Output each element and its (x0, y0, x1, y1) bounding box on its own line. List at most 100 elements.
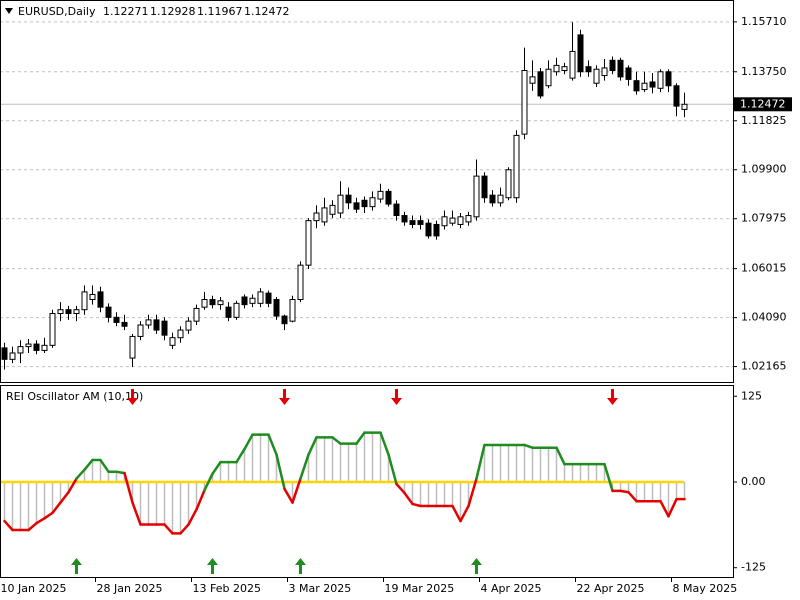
y-tick-label: 1.06015 (741, 262, 787, 275)
candle-body (241, 296, 248, 306)
sell-arrow (391, 389, 402, 405)
oscillator-line (619, 489, 630, 494)
candle-body (577, 34, 584, 73)
indicator-title: REI Oscillator AM (10,10) (6, 390, 143, 403)
candle-body (129, 335, 136, 359)
oscillator-line (411, 502, 422, 508)
candle-body (657, 71, 664, 89)
candle-body (441, 216, 448, 227)
oscillator-line (51, 501, 62, 515)
oscillator-line (387, 453, 398, 486)
oscillator-line (451, 504, 462, 523)
candle-body (641, 82, 648, 91)
oscillator-line (379, 431, 390, 456)
x-tick-label: 19 Mar 2025 (385, 582, 455, 595)
oscillator-line (187, 508, 198, 526)
y-tick-label: 1.04090 (741, 311, 787, 324)
candle-body (345, 194, 352, 204)
oscillator-line (267, 433, 278, 456)
oscillator-line (603, 462, 614, 493)
oscillator-line (475, 443, 486, 480)
candle-body (497, 194, 504, 204)
oscillator-line (667, 497, 678, 518)
candle-body (513, 134, 520, 199)
buy-arrow (71, 558, 82, 574)
candle-body (481, 175, 488, 199)
sell-arrow (279, 389, 290, 405)
candle-body (585, 66, 592, 73)
oscillator-line (291, 477, 302, 504)
overlay-layer: 10 Jan 2025 28 Jan 2025 13 Feb 2025 3 Mar 2… (1, 15, 792, 595)
oscillator-line (131, 501, 142, 526)
oscillator-line (275, 453, 286, 491)
candle-body (529, 76, 536, 84)
sell-arrow (127, 389, 138, 405)
candle-body (553, 64, 560, 73)
oscillator-line (355, 431, 366, 445)
candle-body (185, 320, 192, 331)
y-tick-label: 1.11825 (741, 114, 787, 127)
y-tick-label: 1.02165 (741, 360, 787, 373)
candle-body (145, 319, 152, 326)
candle-body (537, 71, 544, 97)
symbol-title: EURUSD,Daily (18, 5, 96, 18)
candle-body (57, 309, 64, 315)
oscillator-line (555, 446, 566, 466)
y-tick-label: 1.15710 (741, 15, 787, 28)
candle-body (17, 346, 24, 354)
x-tick-label: 4 Apr 2025 (481, 582, 542, 595)
y-tick-label: 1.09900 (741, 163, 787, 176)
candle-body (73, 309, 80, 315)
candle-body (65, 309, 72, 315)
x-tick-label: 28 Jan 2025 (97, 582, 163, 595)
candle-body (665, 71, 672, 87)
candle-body (161, 320, 168, 336)
candle-body (521, 69, 528, 135)
oscillator-line (3, 519, 14, 532)
candle-body (361, 199, 368, 208)
oscillator-line (83, 458, 94, 471)
y-tick-label: 1.07975 (741, 212, 787, 225)
x-tick-label: 22 Apr 2025 (577, 582, 645, 595)
oscillator-line (67, 477, 78, 494)
candle-body (217, 300, 224, 306)
candle-body (25, 343, 32, 348)
oscillator-line (27, 521, 38, 532)
oscillator-line (115, 470, 126, 475)
x-tick-label: 8 May 2025 (673, 582, 738, 595)
oscillator-line (467, 477, 478, 508)
candle-body (601, 67, 608, 77)
oscillator-line (179, 523, 190, 535)
candle-body (201, 299, 208, 308)
oscillator-line (35, 517, 46, 525)
oscillator-line (627, 491, 638, 503)
oscillator-line (43, 511, 54, 520)
candle-body (473, 175, 480, 218)
candle-body (153, 319, 160, 331)
ohlc-low: 1.11967 (197, 5, 243, 18)
candle-body (561, 66, 568, 71)
candle-body (673, 85, 680, 107)
candle-body (113, 316, 120, 323)
menu-triangle[interactable] (5, 8, 13, 14)
candle-body (9, 352, 16, 360)
candle-body (329, 204, 336, 215)
oscillator-line (211, 460, 222, 476)
x-tick-label: 3 Mar 2025 (289, 582, 352, 595)
candle-body (385, 190, 392, 205)
candle-body (209, 299, 216, 306)
sell-arrow (607, 389, 618, 405)
candle-body (369, 197, 376, 208)
candle-body (233, 302, 240, 318)
candle-body (121, 321, 128, 327)
y-tick-label: 1.13750 (741, 65, 787, 78)
oscillator-line (331, 436, 342, 445)
candle-body (105, 306, 112, 318)
candle-body (425, 222, 432, 237)
candle-body (681, 103, 688, 110)
candle-body (321, 207, 328, 223)
oscillator-line (59, 491, 70, 504)
ohlc-open: 1.12271 (103, 5, 149, 18)
